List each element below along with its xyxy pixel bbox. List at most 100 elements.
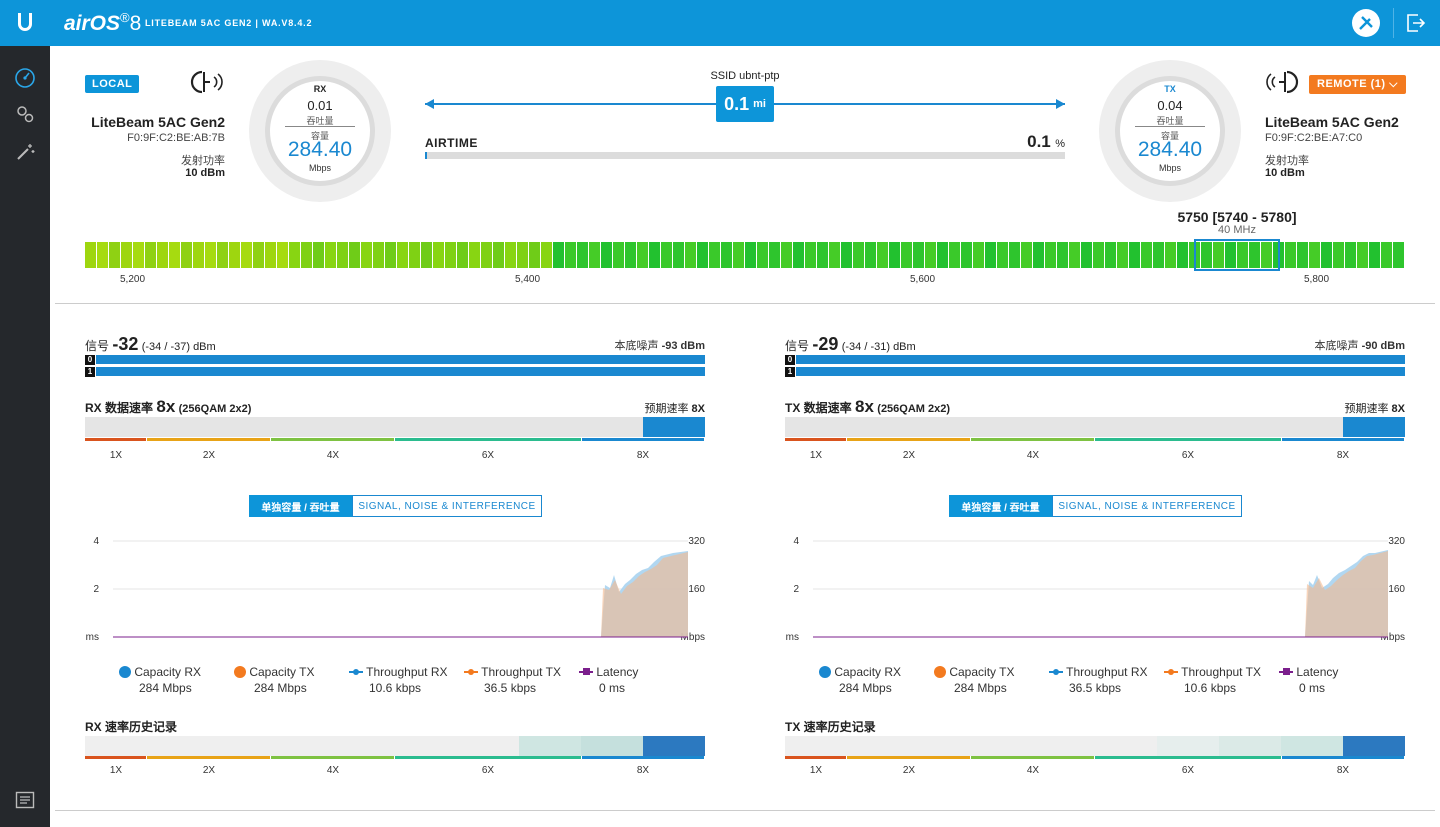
dashboard-icon[interactable] xyxy=(13,66,37,90)
local-mac: F0:9F:C2:BE:AB:7B xyxy=(127,132,225,144)
antenna-remote-icon xyxy=(1265,68,1299,101)
rate-tick: 4X xyxy=(326,450,340,461)
spectrum-cell xyxy=(1225,242,1236,268)
spectrum-cell xyxy=(937,242,948,268)
legend-item[interactable]: Capacity RX xyxy=(819,665,929,679)
legend-item[interactable]: Capacity RX xyxy=(119,665,229,679)
spectrum-cell xyxy=(253,242,264,268)
chart-right-tick: 160 xyxy=(688,584,705,595)
legend-item[interactable]: Throughput RX xyxy=(1049,665,1159,679)
sidebar xyxy=(0,0,50,827)
spectrum-cell xyxy=(229,242,240,268)
legend-item[interactable]: Throughput RX xyxy=(349,665,459,679)
spectrum-cell xyxy=(997,242,1008,268)
spectrum-cell xyxy=(781,242,792,268)
tx-throughput-label: 吞吐量 xyxy=(1156,116,1184,126)
spectrum-cell xyxy=(337,242,348,268)
spectrum-cell xyxy=(913,242,924,268)
spectrum-cell xyxy=(241,242,252,268)
legend-item[interactable]: Throughput TX xyxy=(1164,665,1274,679)
spectrum-cell xyxy=(589,242,600,268)
spectrum-cell xyxy=(493,242,504,268)
remote-dropdown[interactable]: REMOTE (1) ⌵ xyxy=(1309,75,1406,94)
spectrum-bar[interactable] xyxy=(85,242,1405,268)
spectrum-cell xyxy=(205,242,216,268)
legend-item[interactable]: Latency xyxy=(579,665,689,679)
spectrum-cell xyxy=(1033,242,1044,268)
legend-item[interactable]: Capacity TX xyxy=(934,665,1044,679)
spectrum-cell xyxy=(313,242,324,268)
local-badge[interactable]: LOCAL xyxy=(85,75,140,93)
channel-label: 5750 [5740 - 5780] xyxy=(1177,209,1297,225)
spectrum-cell xyxy=(169,242,180,268)
rate-segment xyxy=(971,438,1094,441)
history-segment xyxy=(395,756,581,759)
tools-icon[interactable] xyxy=(1352,9,1380,37)
spectrum-cell xyxy=(985,242,996,268)
spectrum-cell xyxy=(745,242,756,268)
history-segment xyxy=(271,756,394,759)
airtime-bar xyxy=(425,152,1065,159)
noise-floor: 本底噪声 -90 dBm xyxy=(1314,340,1405,352)
rate-history-cell xyxy=(519,736,581,756)
tab-capacity-throughput[interactable]: 单独容量 / 吞吐量 xyxy=(949,495,1052,517)
spectrum-cell xyxy=(1249,242,1260,268)
top-bar: airOS®8 LITEBEAM 5AC GEN2 | WA.V8.4.2 xyxy=(50,0,1440,46)
spectrum-cell xyxy=(409,242,420,268)
spectrum-cell xyxy=(133,242,144,268)
tab-signal-noise[interactable]: SIGNAL, NOISE & INTERFERENCE xyxy=(1052,495,1242,517)
legend-line-icon xyxy=(1049,669,1063,675)
tab-capacity-throughput[interactable]: 单独容量 / 吞吐量 xyxy=(249,495,352,517)
spectrum-cell xyxy=(181,242,192,268)
legend-line-icon xyxy=(349,669,363,675)
tx-throughput-value: 0.04 xyxy=(1157,98,1183,113)
rate-bar xyxy=(85,417,705,437)
spectrum-cell xyxy=(1381,242,1392,268)
spectrum-tick: 5,400 xyxy=(515,274,541,285)
legend-item[interactable]: Capacity TX xyxy=(234,665,344,679)
spectrum-cell xyxy=(277,242,288,268)
spectrum-cell xyxy=(841,242,852,268)
legend-value: 284 Mbps xyxy=(254,681,307,695)
bottom-divider xyxy=(55,810,1435,811)
legend-value: 0 ms xyxy=(1299,681,1326,695)
legend-value: 284 Mbps xyxy=(954,681,1007,695)
history-tick: 2X xyxy=(902,765,916,776)
logout-icon[interactable] xyxy=(1405,12,1427,39)
legend-value: 36.5 kbps xyxy=(484,681,537,695)
chart-left-tick: 2 xyxy=(793,584,799,595)
history-tick: 6X xyxy=(481,765,495,776)
rate-segment xyxy=(1095,438,1281,441)
spectrum-cell xyxy=(1141,242,1152,268)
chart-left-tick: 2 xyxy=(93,584,99,595)
log-icon[interactable] xyxy=(13,788,37,812)
data-rate-readout: RX 数据速率 8x (256QAM 2x2) xyxy=(85,397,252,416)
spectrum-cell xyxy=(973,242,984,268)
channel-width: 40 MHz xyxy=(1218,224,1256,236)
history-tick: 4X xyxy=(326,765,340,776)
history-segment xyxy=(1095,756,1281,759)
legend-line-icon xyxy=(464,669,478,675)
channel-selection[interactable] xyxy=(1194,239,1280,271)
legend-item[interactable]: Latency xyxy=(1279,665,1389,679)
rx-unit: Mbps xyxy=(308,163,331,173)
rate-segment xyxy=(395,438,581,441)
legend-item[interactable]: Throughput TX xyxy=(464,665,574,679)
chart-right-tick: Mbps xyxy=(680,632,705,643)
rate-tick: 1X xyxy=(809,450,823,461)
legend-dot-icon xyxy=(234,666,246,678)
spectrum-cell xyxy=(1393,242,1404,268)
airtime-value: 0.1 % xyxy=(1027,132,1065,151)
spectrum-cell xyxy=(433,242,444,268)
antenna-local-icon xyxy=(190,68,224,101)
wizard-icon[interactable] xyxy=(13,140,37,164)
spectrum-cell xyxy=(769,242,780,268)
rate-tick: 4X xyxy=(1026,450,1040,461)
rate-segment xyxy=(847,438,970,441)
spectrum-cell xyxy=(289,242,300,268)
spectrum-cell xyxy=(217,242,228,268)
settings-icon[interactable] xyxy=(13,102,37,126)
ubiquiti-logo[interactable] xyxy=(0,0,50,46)
tab-signal-noise[interactable]: SIGNAL, NOISE & INTERFERENCE xyxy=(352,495,542,517)
spectrum-cell xyxy=(877,242,888,268)
